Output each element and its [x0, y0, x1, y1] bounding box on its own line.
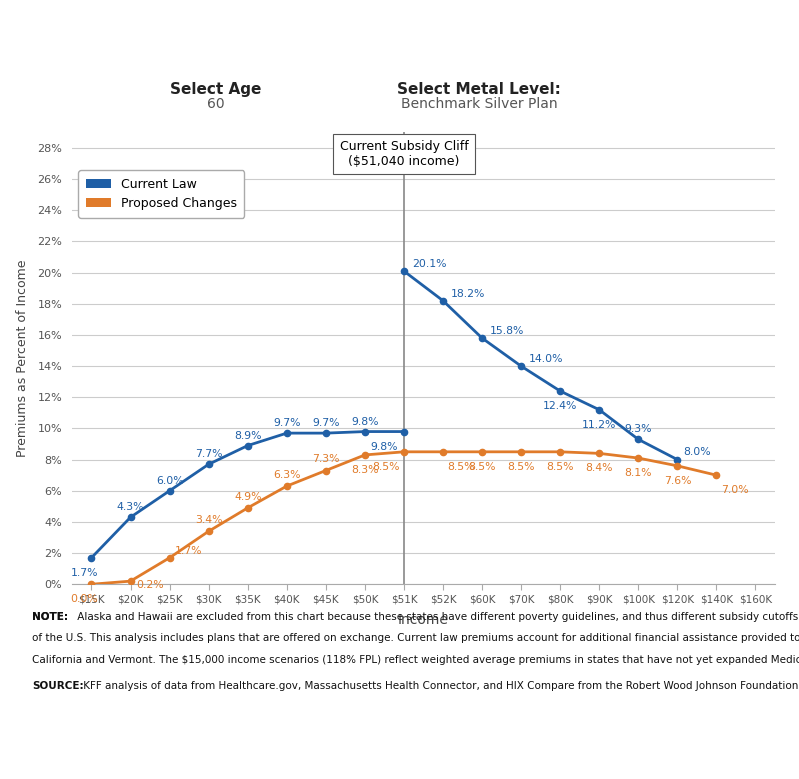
Text: 9.8%: 9.8%: [351, 417, 379, 427]
Text: 14.0%: 14.0%: [529, 354, 563, 364]
Text: 4.3%: 4.3%: [117, 502, 145, 513]
Text: 7.6%: 7.6%: [664, 476, 691, 486]
Text: 18.2%: 18.2%: [451, 288, 485, 298]
Text: 0.0%: 0.0%: [70, 594, 98, 605]
Text: 8.5%: 8.5%: [447, 462, 475, 472]
Text: 8.5%: 8.5%: [372, 462, 400, 472]
Text: 6.0%: 6.0%: [156, 476, 184, 486]
Text: 3.4%: 3.4%: [195, 515, 222, 525]
Text: 8.4%: 8.4%: [586, 464, 613, 474]
X-axis label: Income: Income: [398, 613, 449, 627]
Text: 12.4%: 12.4%: [543, 401, 578, 411]
Text: 9.7%: 9.7%: [273, 418, 300, 428]
Text: of the U.S. This analysis includes plans that are offered on exchange. Current l: of the U.S. This analysis includes plans…: [32, 633, 799, 643]
Text: 8.1%: 8.1%: [625, 468, 652, 478]
Text: 8.5%: 8.5%: [547, 462, 574, 472]
Text: California and Vermont. The $15,000 income scenarios (118% FPL) reflect weighted: California and Vermont. The $15,000 inco…: [32, 655, 799, 665]
Text: 15.8%: 15.8%: [490, 326, 524, 336]
Text: 8.5%: 8.5%: [468, 462, 496, 472]
Text: KFF analysis of data from Healthcare.gov, Massachusetts Health Connector, and HI: KFF analysis of data from Healthcare.gov…: [80, 681, 799, 691]
Text: 9.3%: 9.3%: [625, 425, 652, 435]
Text: Benchmark Silver Plan: Benchmark Silver Plan: [401, 97, 558, 111]
Text: SOURCE:: SOURCE:: [32, 681, 84, 691]
Text: 7.3%: 7.3%: [312, 454, 340, 464]
Text: 6.3%: 6.3%: [273, 470, 300, 480]
Y-axis label: Premiums as Percent of Income: Premiums as Percent of Income: [16, 259, 29, 457]
Text: NOTE:: NOTE:: [32, 612, 68, 622]
Text: 1.7%: 1.7%: [71, 568, 98, 578]
Text: 8.3%: 8.3%: [351, 465, 379, 475]
Text: 7.0%: 7.0%: [721, 485, 749, 495]
Text: 1.7%: 1.7%: [175, 545, 203, 555]
Text: 4.9%: 4.9%: [234, 492, 261, 502]
Text: 20.1%: 20.1%: [411, 259, 446, 269]
Text: 8.0%: 8.0%: [683, 447, 710, 457]
Text: Alaska and Hawaii are excluded from this chart because these states have differe: Alaska and Hawaii are excluded from this…: [74, 612, 799, 622]
Text: 9.7%: 9.7%: [312, 418, 340, 428]
Text: 60: 60: [207, 97, 225, 111]
Text: 9.8%: 9.8%: [371, 442, 398, 452]
Text: 8.9%: 8.9%: [234, 431, 261, 441]
Text: Current Subsidy Cliff
($51,040 income): Current Subsidy Cliff ($51,040 income): [340, 140, 468, 168]
Text: 11.2%: 11.2%: [582, 420, 617, 430]
Text: 8.5%: 8.5%: [507, 462, 535, 472]
Legend: Current Law, Proposed Changes: Current Law, Proposed Changes: [78, 171, 244, 217]
Text: 0.2%: 0.2%: [136, 580, 164, 590]
Text: 7.7%: 7.7%: [195, 449, 222, 460]
Text: NOTE:: NOTE:: [32, 612, 68, 622]
Text: Select Age: Select Age: [170, 83, 261, 97]
Text: Select Metal Level:: Select Metal Level:: [397, 83, 562, 97]
